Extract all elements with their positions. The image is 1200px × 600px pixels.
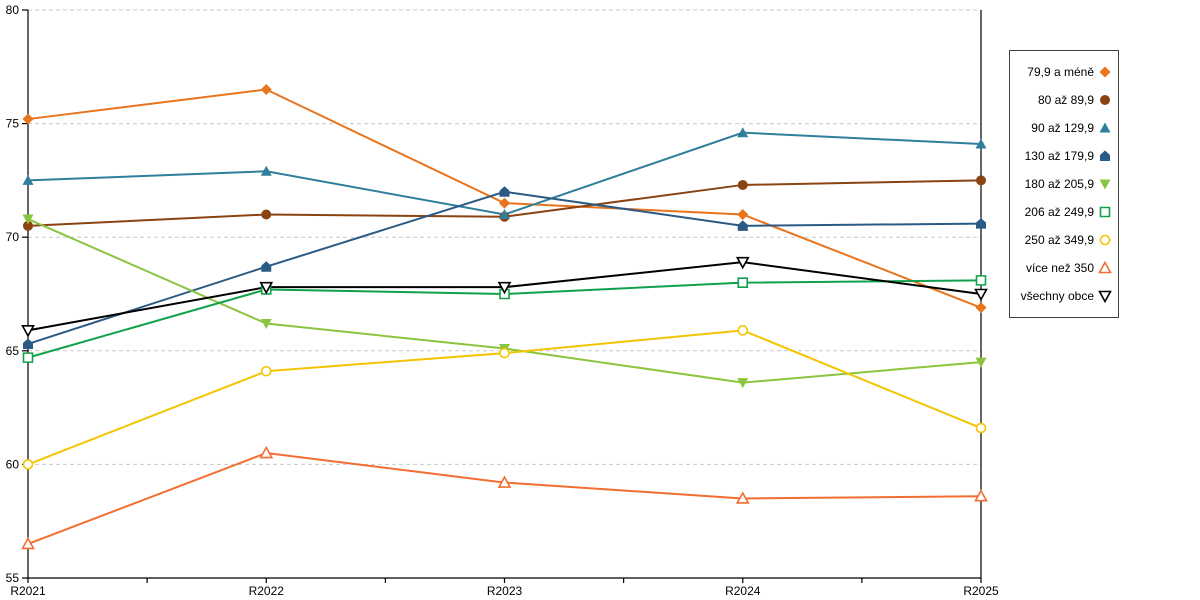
- circle-marker-icon: [1099, 234, 1111, 246]
- y-tick-label: 80: [6, 3, 20, 17]
- pentagon-marker-icon: [1100, 150, 1110, 161]
- legend-label: 206 až 249,9: [1024, 205, 1094, 219]
- pentagon-marker-icon: [976, 218, 986, 229]
- circle-marker-icon: [737, 179, 748, 190]
- triangle-up-marker-icon: [497, 475, 512, 488]
- legend-item: 250 až 349,9: [1014, 227, 1112, 253]
- legend-label: 180 až 205,9: [1024, 177, 1094, 191]
- square-marker-icon: [737, 277, 749, 288]
- legend-marker: [1099, 179, 1111, 190]
- triangle-up-marker-icon: [974, 489, 988, 502]
- circle-marker-icon: [976, 175, 986, 186]
- triangle-up-marker-icon: [1098, 261, 1112, 274]
- legend-label: 250 až 349,9: [1024, 233, 1094, 247]
- diamond-marker-icon: [975, 302, 987, 314]
- triangle-down-marker-icon: [737, 378, 749, 389]
- x-tick-label: R2023: [487, 584, 523, 598]
- legend-item: více než 350: [1014, 255, 1112, 281]
- circle-marker-icon: [499, 347, 510, 359]
- triangle-up-marker-icon: [22, 174, 34, 185]
- legend-marker: [1099, 122, 1111, 133]
- y-tick-label: 75: [6, 117, 20, 131]
- pentagon-marker-icon: [261, 261, 272, 272]
- legend-label: více než 350: [1025, 261, 1094, 275]
- y-tick-label: 70: [6, 230, 20, 244]
- pentagon-marker-icon: [499, 186, 510, 197]
- triangle-down-marker-icon: [1098, 290, 1112, 303]
- triangle-down-marker-icon: [21, 325, 35, 338]
- y-tick-label: 55: [6, 571, 20, 585]
- triangle-down-marker-icon: [975, 357, 987, 368]
- legend-item: 206 až 249,9: [1014, 199, 1112, 225]
- legend-label: 90 až 129,9: [1031, 121, 1094, 135]
- legend-marker: [1099, 234, 1111, 246]
- square-marker-icon: [1099, 206, 1111, 218]
- legend-item: 79,9 a méně: [1014, 59, 1112, 85]
- triangle-up-marker-icon: [735, 491, 750, 504]
- legend-label: 80 až 89,9: [1037, 93, 1094, 107]
- legend-label: 79,9 a méně: [1027, 65, 1094, 79]
- x-tick-label: R2022: [249, 584, 285, 598]
- diamond-marker-icon: [22, 113, 34, 125]
- circle-marker-icon: [261, 209, 272, 220]
- legend-marker: [1098, 290, 1112, 303]
- triangle-up-marker-icon: [1099, 122, 1111, 133]
- legend-marker: [1098, 261, 1112, 274]
- legend-marker: [1100, 95, 1110, 105]
- triangle-up-marker-icon: [260, 165, 272, 176]
- legend-marker: [1099, 66, 1111, 78]
- legend-item: všechny obce: [1014, 283, 1112, 309]
- pentagon-marker-icon: [737, 220, 748, 231]
- series-line: [27, 452, 982, 545]
- triangle-up-marker-icon: [259, 445, 274, 459]
- circle-marker-icon: [737, 325, 749, 336]
- diamond-marker-icon: [1099, 66, 1111, 78]
- legend-marker: [1099, 206, 1111, 218]
- triangle-down-marker-icon: [1099, 179, 1111, 190]
- circle-marker-icon: [1100, 95, 1110, 105]
- x-tick-label: R2024: [725, 584, 761, 598]
- triangle-up-marker-icon: [499, 208, 510, 219]
- legend-item: 130 až 179,9: [1014, 143, 1112, 169]
- pentagon-marker-icon: [23, 338, 33, 349]
- x-tick-label: R2021: [10, 584, 46, 598]
- triangle-up-marker-icon: [737, 127, 749, 138]
- circle-marker-icon: [260, 365, 272, 377]
- circle-marker-icon: [22, 459, 34, 470]
- legend-item: 90 až 129,9: [1014, 115, 1112, 141]
- circle-marker-icon: [23, 220, 33, 231]
- x-tick-label: R2025: [963, 584, 999, 598]
- legend-label: všechny obce: [1020, 289, 1094, 303]
- triangle-down-marker-icon: [22, 214, 34, 225]
- triangle-down-marker-icon: [259, 281, 274, 295]
- triangle-down-marker-icon: [497, 281, 512, 295]
- diamond-marker-icon: [260, 84, 272, 96]
- y-tick-label: 65: [6, 344, 20, 358]
- square-marker-icon: [22, 352, 34, 363]
- chart-legend: 79,9 a méně 80 až 89,9 90 až 129,9 130 až 1…: [1009, 50, 1119, 318]
- diamond-marker-icon: [737, 208, 749, 220]
- legend-item: 180 až 205,9: [1014, 171, 1112, 197]
- legend-label: 130 až 179,9: [1024, 149, 1094, 163]
- circle-marker-icon: [975, 422, 987, 434]
- triangle-up-marker-icon: [975, 138, 987, 149]
- legend-item: 80 až 89,9: [1014, 87, 1112, 113]
- triangle-up-marker-icon: [21, 536, 35, 550]
- square-marker-icon: [975, 275, 987, 286]
- diamond-marker-icon: [499, 197, 510, 209]
- legend-marker: [1100, 150, 1110, 161]
- triangle-down-marker-icon: [974, 288, 988, 302]
- triangle-down-marker-icon: [735, 256, 750, 270]
- y-tick-label: 60: [6, 457, 20, 471]
- triangle-down-marker-icon: [260, 319, 272, 330]
